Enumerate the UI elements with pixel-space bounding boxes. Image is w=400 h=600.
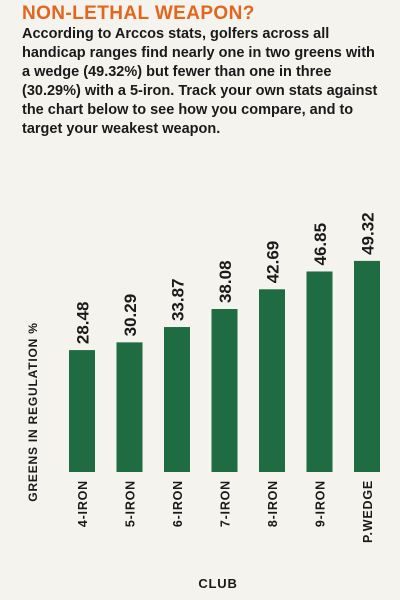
category-label: 6-IRON xyxy=(171,480,185,527)
y-axis-label: GREENS IN REGULATION % xyxy=(26,322,40,501)
category-label: 5-IRON xyxy=(124,480,138,527)
bar-6-iron xyxy=(164,327,190,472)
category-label: 8-IRON xyxy=(266,480,280,527)
value-label: 42.69 xyxy=(264,241,283,284)
intro-paragraph: According to Arccos stats, golfers acros… xyxy=(22,26,378,137)
value-label: 46.85 xyxy=(311,223,330,266)
value-label: 33.87 xyxy=(169,278,188,321)
bar-5-iron xyxy=(116,342,143,472)
category-label: 7-IRON xyxy=(219,480,233,527)
category-labels-layer: 4-IRON 5-IRON 6-IRON 7-IRON 8-IRON 9-IRON P.WE… xyxy=(76,480,375,543)
bar-4-iron xyxy=(69,350,95,472)
value-label: 49.32 xyxy=(359,212,378,255)
category-label: P.WEDGE xyxy=(361,480,375,543)
value-label: 28.48 xyxy=(74,302,93,345)
bar-7-iron xyxy=(211,309,238,472)
bar-p-wedge xyxy=(354,260,380,472)
bar-8-iron xyxy=(259,289,285,472)
category-label: 9-IRON xyxy=(314,480,328,527)
value-labels-layer: 28.48 30.29 33.87 38.08 42.69 46.85 49.32 xyxy=(74,212,378,344)
x-axis-label: CLUB xyxy=(198,576,237,591)
bars-layer xyxy=(69,260,380,472)
category-label: 4-IRON xyxy=(76,480,90,527)
value-label: 30.29 xyxy=(121,294,140,337)
value-label: 38.08 xyxy=(216,260,235,303)
bar-9-iron xyxy=(306,271,333,472)
headline: NON-LETHAL WEAPON? xyxy=(22,3,255,24)
